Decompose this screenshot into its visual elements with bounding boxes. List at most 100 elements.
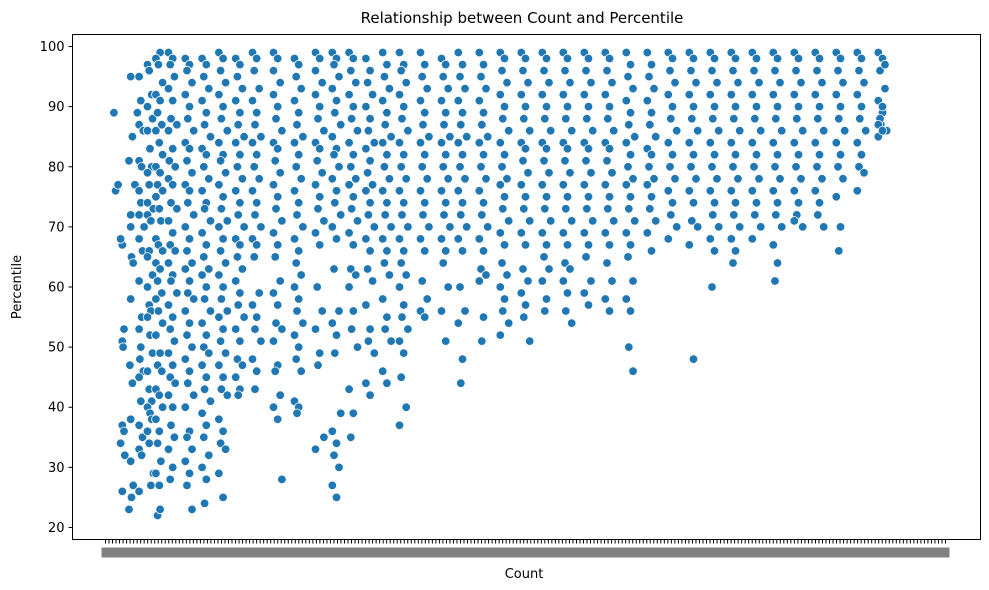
data-point (125, 456, 136, 467)
data-point (235, 288, 245, 298)
data-point (327, 318, 338, 328)
data-point (726, 137, 737, 148)
data-point (180, 456, 191, 467)
data-point (714, 222, 724, 232)
data-point (275, 168, 285, 178)
data-point (415, 137, 426, 148)
data-point (457, 354, 468, 364)
data-point (201, 330, 212, 340)
data-point (348, 192, 359, 202)
data-point (397, 113, 407, 124)
data-point (418, 119, 428, 130)
data-point (502, 270, 512, 280)
data-point (880, 59, 890, 70)
data-point (856, 53, 867, 64)
data-point (814, 149, 825, 160)
data-point (215, 65, 226, 76)
data-point (163, 300, 174, 310)
data-point (771, 113, 781, 124)
data-point (561, 204, 571, 214)
data-point (625, 149, 636, 160)
data-point (134, 372, 144, 382)
data-point (346, 113, 357, 124)
data-point (649, 83, 659, 94)
data-point (642, 228, 653, 238)
data-point (232, 71, 243, 82)
y-tick-label: 90 (48, 100, 65, 115)
data-point (772, 258, 783, 268)
data-point (579, 228, 590, 238)
data-point (789, 89, 800, 100)
data-point (498, 113, 508, 124)
data-point (331, 234, 342, 244)
data-point (644, 71, 654, 82)
data-point (540, 204, 550, 214)
data-point (153, 306, 164, 316)
data-point (218, 53, 228, 64)
data-point (215, 336, 226, 346)
data-point (151, 414, 161, 425)
data-point (169, 71, 180, 82)
data-point (379, 258, 390, 268)
data-point (666, 210, 676, 220)
data-point (380, 210, 390, 220)
data-point (540, 113, 550, 124)
data-point (163, 125, 174, 136)
data-point (810, 89, 821, 100)
data-point (516, 288, 527, 298)
data-point (628, 174, 638, 184)
data-point (369, 137, 380, 148)
data-point (499, 240, 510, 250)
data-point (399, 348, 409, 358)
data-point (495, 330, 506, 340)
data-point (327, 426, 338, 437)
data-point (183, 113, 193, 124)
data-point (315, 192, 325, 202)
data-point (277, 216, 287, 226)
data-point (520, 101, 531, 112)
data-point (136, 162, 147, 172)
data-point (646, 192, 657, 202)
data-point (170, 378, 180, 388)
data-point (456, 210, 466, 220)
data-point (166, 420, 176, 431)
data-point (109, 107, 119, 118)
data-point (628, 276, 638, 286)
data-point (199, 252, 209, 262)
data-point (294, 198, 304, 208)
data-point (365, 156, 375, 166)
data-point (663, 137, 674, 148)
data-point (144, 180, 154, 190)
data-point (581, 156, 591, 166)
data-point (317, 168, 327, 178)
data-point (457, 107, 468, 118)
data-point (793, 53, 804, 64)
data-point (834, 246, 844, 256)
data-point (201, 372, 212, 382)
data-point (663, 186, 674, 196)
data-point (403, 222, 413, 232)
data-point (747, 234, 758, 244)
data-point (777, 222, 787, 232)
data-point (273, 192, 283, 202)
data-point (292, 408, 302, 419)
data-point (838, 77, 848, 88)
data-point (812, 65, 822, 76)
data-point (417, 276, 427, 286)
data-point (625, 107, 636, 118)
data-point (187, 77, 197, 88)
data-point (495, 282, 506, 292)
data-point (134, 324, 144, 334)
data-point (544, 264, 554, 274)
data-point (477, 119, 487, 130)
data-point (254, 83, 264, 94)
data-point (215, 438, 226, 449)
data-point (124, 156, 134, 166)
data-point (378, 234, 388, 244)
data-point (199, 119, 210, 130)
data-point (775, 77, 785, 88)
data-point (199, 162, 209, 172)
data-point (609, 216, 619, 226)
data-point (271, 318, 281, 328)
data-point (877, 125, 888, 136)
